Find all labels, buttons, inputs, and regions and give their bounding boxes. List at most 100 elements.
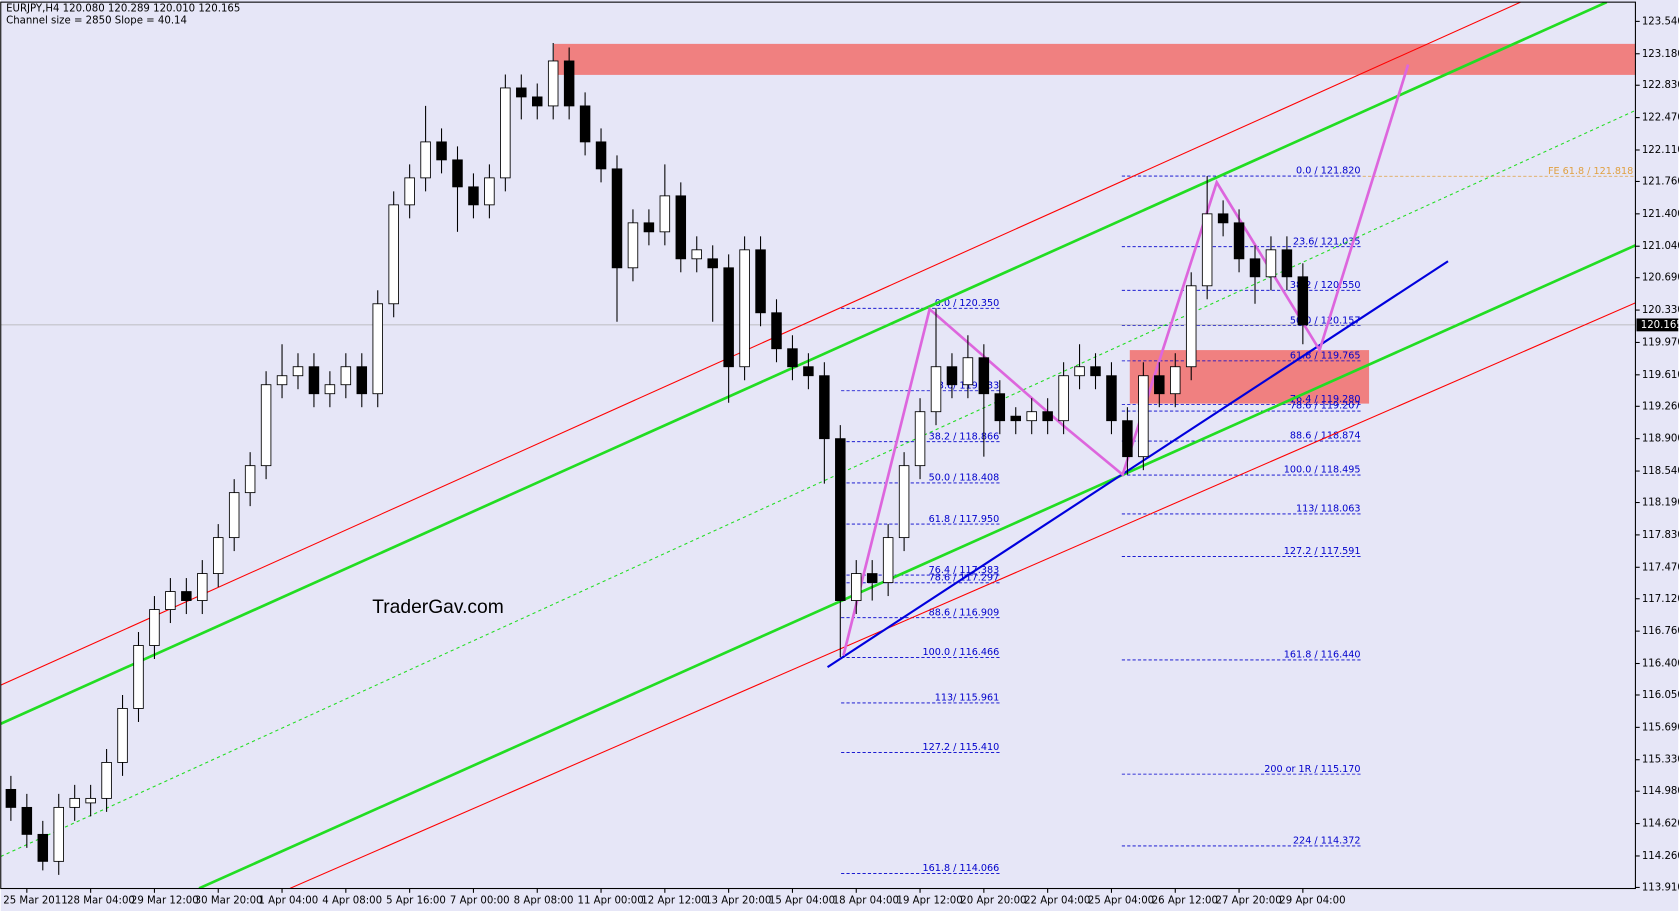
x-tick-label: 25 Apr 04:00 [1088,895,1154,906]
zone [1129,350,1370,404]
candle-body [388,204,399,305]
candle-body [595,141,607,170]
fib-label: 113/ 118.063 [1296,504,1360,515]
candle-body [946,366,958,386]
fib-label: 0.0 / 121.820 [1296,166,1360,177]
y-tick-label: 113.910 [1642,882,1679,893]
candle-body [659,195,671,233]
axes: 123.540 123.180 122.830 122.470 122.110 121.7… [3,16,1679,906]
candle-body [1122,420,1133,458]
candle-body [1249,258,1261,278]
zone [553,43,1636,75]
fib-label: 50.0 / 120.157 [1290,315,1361,326]
y-tick-label: 114.980 [1642,786,1679,797]
candle-body [228,492,240,539]
candle-body [181,591,192,601]
candle-body [404,177,415,206]
fib-label: FE 61.8 / 121.818 [1548,166,1633,177]
candle-body [516,87,527,98]
fib-label: 127.2 / 115.410 [923,742,1000,753]
candle-body [1217,213,1229,224]
y-tick-label: 115.690 [1642,722,1679,733]
candle-body [212,537,224,575]
candle-body [324,384,336,395]
x-tick-label: 22 Apr 04:00 [1024,895,1090,906]
candle-body [1138,375,1149,458]
chart-title: EURJPY,H4 120.080 120.289 120.010 120.16… [6,4,240,15]
y-tick-label: 122.110 [1642,145,1679,156]
y-tick-label: 120.690 [1642,273,1679,284]
fib-label: 0.0 / 120.350 [935,298,999,309]
x-tick-label: 28 Mar 04:00 [67,895,135,906]
candle-body [468,186,479,206]
plot-frame [0,1,1636,890]
y-tick-label: 119.970 [1642,337,1679,348]
candle-body [994,393,1006,422]
trend-line [0,2,1608,725]
x-tick-label: 19 Apr 12:00 [897,895,963,906]
fib-label: 100.0 / 116.466 [923,647,1000,658]
candle-body [1201,213,1213,287]
candle-body [340,366,352,386]
candle-body [1281,249,1293,278]
candle-body [707,258,718,269]
y-tick-label: 118.900 [1642,434,1679,445]
candle-body [1233,222,1245,260]
candle-body [627,222,639,269]
x-tick-label: 12 Apr 12:00 [641,895,707,906]
x-tick-label: 4 Apr 08:00 [322,895,382,906]
candle-body [835,438,846,601]
fib-label: 38.2 / 120.550 [1290,280,1361,291]
candle-body [5,788,17,808]
candle-body [1042,411,1053,422]
y-tick-label: 123.540 [1642,16,1679,27]
chart-subtitle: Channel size = 2850 Slope = 40.14 [6,15,187,26]
y-tick-label: 114.620 [1642,819,1679,830]
candle-body [1074,366,1085,377]
y-tick-label: 122.830 [1642,80,1679,91]
candle-body [898,465,910,539]
candle-body [547,60,559,107]
fib-label: 76.4 / 119.280 [1290,394,1361,405]
x-tick-label: 18 Apr 04:00 [833,895,899,906]
candle-body [771,312,782,350]
candle-body [914,411,926,467]
y-tick-label: 122.470 [1642,113,1679,124]
fib-label: 161.8 / 116.440 [1284,650,1361,661]
fib-label: 78.6 / 119.207 [1290,401,1361,412]
fib-label: 113/ 115.961 [935,693,999,704]
candle-body [101,762,112,799]
candle-body [133,645,144,709]
candle-body [1297,276,1309,326]
x-tick-label: 15 Apr 04:00 [769,895,835,906]
candle-body [372,303,383,395]
candle-body [787,348,798,368]
candle-body [532,96,543,107]
x-tick-label: 7 Apr 00:00 [450,895,510,906]
candle-body [882,537,894,583]
candle-body [308,366,320,395]
fib-label: 88.6 / 118.874 [1290,431,1361,442]
y-tick-label: 117.830 [1642,530,1679,541]
candle-body [356,366,368,395]
y-tick-label: 115.330 [1642,755,1679,766]
candle-body [803,366,814,377]
last-price-label: 120.165 [1641,320,1679,331]
x-tick-label: 29 Mar 12:00 [131,895,199,906]
candle-body [500,87,511,179]
candle-body [484,177,495,206]
trend-line [0,109,1636,857]
candle-body [1170,366,1181,395]
candle-body [691,249,702,260]
candle-body [1154,375,1165,395]
y-tick-label: 123.180 [1642,49,1679,60]
candle-body [37,833,49,862]
x-tick-label: 27 Apr 20:00 [1216,895,1282,906]
candle-body [962,357,974,386]
candle-body [21,806,33,835]
candle-body [978,357,990,395]
candle-body [611,168,623,269]
candle-body [675,195,687,260]
x-tick-label: 11 Apr 00:00 [577,895,643,906]
x-tick-label: 25 Mar 2011 [3,895,67,906]
